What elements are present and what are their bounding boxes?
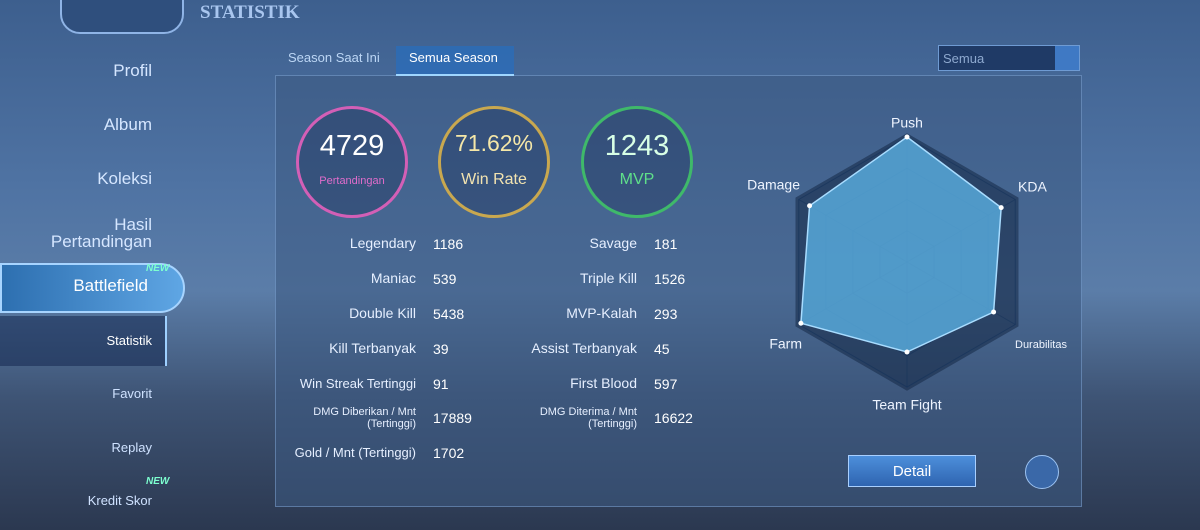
radar-label: Durabilitas xyxy=(1015,339,1067,351)
stat-label: DMG Diterima / Mnt (Tertinggi) xyxy=(539,406,637,430)
summary-label: Pertandingan xyxy=(319,175,385,187)
sidebar-item[interactable]: Favorit xyxy=(112,386,152,401)
sidebar-item[interactable]: Hasil Pertandingan xyxy=(50,215,152,251)
back-button[interactable] xyxy=(60,0,184,34)
radar-vertex xyxy=(904,349,910,355)
stat-value: 597 xyxy=(654,376,678,392)
summary-label: Win Rate xyxy=(461,171,527,188)
stat-label: Legendary xyxy=(349,235,416,251)
sidebar-item[interactable]: Profil xyxy=(113,61,152,80)
sidebar-item[interactable]: Album xyxy=(103,115,152,134)
summary-ring xyxy=(438,106,550,218)
stat-value: 181 xyxy=(654,236,678,252)
new-badge: NEW xyxy=(146,263,170,274)
button-text[interactable]: Detail xyxy=(892,463,932,480)
summary-value: 4729 xyxy=(319,130,385,162)
stat-label: First Blood xyxy=(570,375,637,391)
detail-button[interactable] xyxy=(848,455,976,487)
radar-vertex xyxy=(998,205,1004,211)
radar-label: KDA xyxy=(1018,179,1047,195)
radar-chart: Push KDA Durabilitas Team Fight Farm Damage xyxy=(747,115,1067,413)
stat-value: 1702 xyxy=(433,445,465,461)
selected-item-bg xyxy=(0,316,167,366)
radar-vertex xyxy=(798,320,804,326)
radar-area xyxy=(800,136,1002,353)
sidebar-item[interactable]: Kredit Skor xyxy=(87,493,152,508)
tab[interactable]: Season Saat Ini xyxy=(288,50,380,65)
battlefield-highlight xyxy=(0,263,185,313)
stat-value: 539 xyxy=(433,271,457,287)
radar-vertex xyxy=(807,203,813,209)
stat-label: Win Streak Tertinggi xyxy=(299,376,416,391)
stat-value: 45 xyxy=(654,341,670,357)
radar-label: Damage xyxy=(747,177,800,193)
stat-value: 91 xyxy=(433,376,449,392)
dropdown-arrow[interactable] xyxy=(1055,46,1079,70)
stat-label: Savage xyxy=(589,235,637,251)
sidebar-item[interactable]: Koleksi xyxy=(97,169,152,188)
stat-value: 1526 xyxy=(654,271,686,287)
sidebar-item[interactable]: Replay xyxy=(111,440,152,455)
stat-label: Maniac xyxy=(370,270,416,286)
summary-value: 71.62% xyxy=(454,130,533,156)
page-title: STATISTIK xyxy=(200,2,300,23)
stat-label: Double Kill xyxy=(349,305,416,321)
radar-label: Farm xyxy=(769,336,802,352)
tab[interactable]: Semua Season xyxy=(409,50,498,65)
radar-vertex xyxy=(904,134,910,140)
share-button[interactable] xyxy=(1025,455,1059,489)
summary-label: MVP xyxy=(619,171,655,188)
stat-label: Assist Terbanyak xyxy=(531,340,637,356)
new-badge: NEW xyxy=(146,476,170,487)
dropdown-text[interactable]: Semua xyxy=(943,51,985,66)
stat-label: Kill Terbanyak xyxy=(329,340,416,356)
stat-value: 293 xyxy=(654,306,678,322)
stat-value: 16622 xyxy=(654,410,693,426)
summary-ring xyxy=(296,106,408,218)
active-tab-bg xyxy=(396,46,514,76)
radar-vertex xyxy=(991,309,997,315)
stat-label: DMG Diberikan / Mnt (Tertinggi) xyxy=(313,406,416,430)
stat-value: 39 xyxy=(433,341,449,357)
summary-value: 1243 xyxy=(604,130,670,162)
radar-label: Push xyxy=(891,115,923,131)
stat-value: 17889 xyxy=(433,410,472,426)
stat-value: 1186 xyxy=(433,236,464,252)
sidebar-item[interactable]: Statistik xyxy=(106,333,152,348)
radar-label: Team Fight xyxy=(872,397,941,413)
summary-ring xyxy=(581,106,693,218)
stat-label: MVP-Kalah xyxy=(566,305,637,321)
stat-label: Triple Kill xyxy=(579,270,637,286)
stat-label: Gold / Mnt (Tertinggi) xyxy=(294,445,416,460)
stat-value: 5438 xyxy=(433,306,465,322)
sidebar-item[interactable]: Battlefield xyxy=(73,276,148,295)
